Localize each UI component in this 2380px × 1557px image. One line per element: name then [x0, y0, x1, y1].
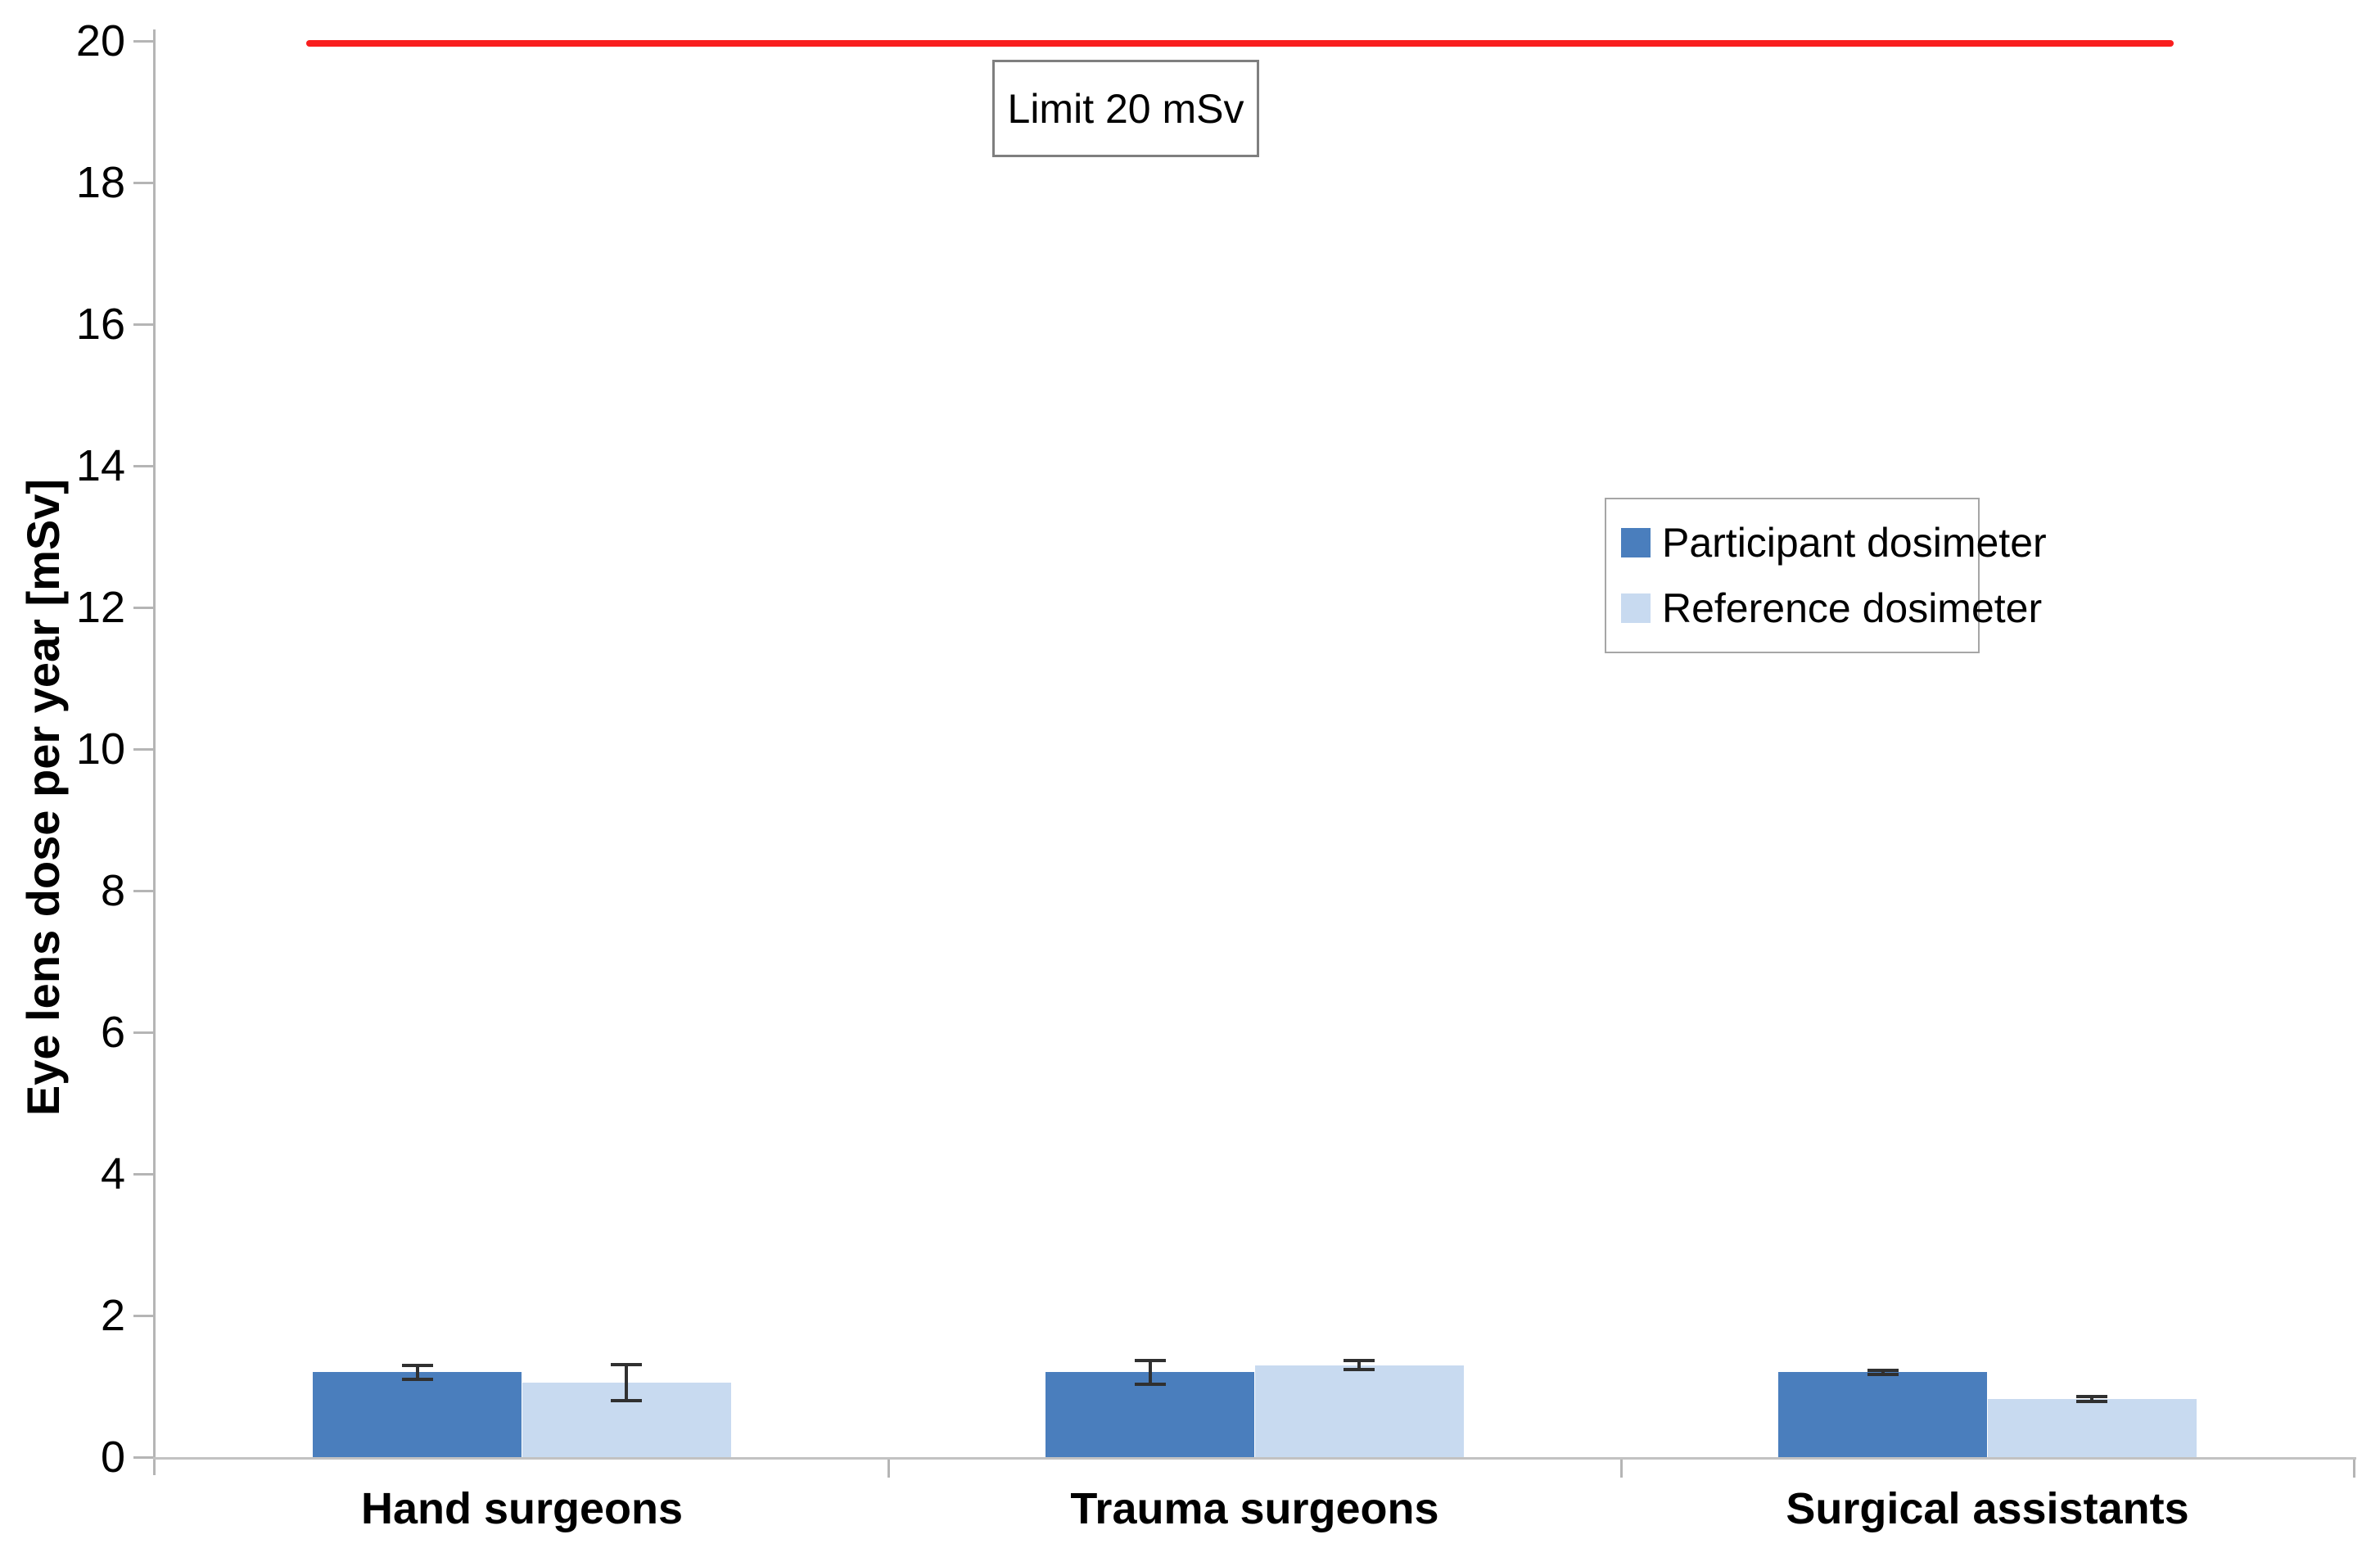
- legend-row-participant: Participant dosimeter: [1621, 519, 2047, 566]
- y-axis-tick-label: 0: [100, 1433, 125, 1482]
- legend-label-participant: Participant dosimeter: [1662, 520, 2047, 566]
- plot-area: 0 2 4 6 8 10 12 14 16 18 20: [76, 16, 2356, 1482]
- legend-swatch-reference: [1621, 593, 1651, 623]
- y-axis-tick: [133, 464, 153, 467]
- y-axis-tick-label: 6: [100, 1008, 125, 1057]
- error-bar-part: [1867, 1368, 1899, 1372]
- y-axis-tick: [133, 889, 153, 892]
- y-axis-line: [153, 29, 156, 1475]
- legend-label-reference: Reference dosimeter: [1662, 585, 2043, 631]
- error-bar-part: [1134, 1358, 1166, 1362]
- error-bar: [401, 1363, 433, 1381]
- y-axis-tick-label: 14: [75, 441, 125, 490]
- x-axis-tick: [887, 1460, 890, 1478]
- limit-annotation-label: Limit 20 mSv: [1007, 85, 1244, 132]
- error-bar-part: [1881, 1368, 1885, 1376]
- y-axis-tick: [133, 606, 153, 609]
- error-bar: [1867, 1368, 1899, 1376]
- y-axis-tick-label: 4: [100, 1149, 125, 1198]
- y-axis-tick-label: 12: [75, 583, 125, 632]
- y-axis-tick: [133, 323, 153, 326]
- error-bar-part: [611, 1399, 643, 1403]
- y-axis-tick: [133, 747, 153, 751]
- y-axis-tick: [133, 1455, 153, 1459]
- y-axis-tick-label: 18: [75, 158, 125, 207]
- error-bar-part: [611, 1362, 643, 1366]
- error-bar-part: [1344, 1368, 1375, 1372]
- y-axis-tick-label: 2: [100, 1291, 125, 1340]
- error-bar-part: [2076, 1394, 2108, 1398]
- y-axis-tick: [133, 1172, 153, 1176]
- y-axis-tick-label: 16: [75, 300, 125, 349]
- y-axis-tick: [133, 1031, 153, 1034]
- bar-reference-dosimeter-3: [1987, 1399, 2197, 1457]
- y-axis-tick: [133, 181, 153, 184]
- error-bar-part: [1134, 1382, 1166, 1386]
- bar-reference-dosimeter-2: [1254, 1365, 1465, 1457]
- category-label-hand-surgeons: Hand surgeons: [360, 1484, 684, 1533]
- error-bar-part: [1344, 1358, 1375, 1362]
- error-bar-part: [401, 1363, 433, 1367]
- y-axis-tick-label: 8: [100, 866, 125, 915]
- error-bar-part: [415, 1363, 419, 1381]
- x-axis-line: [153, 1457, 2356, 1460]
- category-label-surgical-assistants: Surgical assistants: [1786, 1484, 2189, 1533]
- y-axis-tick-label: 10: [75, 724, 125, 774]
- error-bar: [1344, 1358, 1375, 1372]
- limit-line: [305, 40, 2175, 47]
- error-bar: [1134, 1358, 1166, 1386]
- category-label-trauma-surgeons: Trauma surgeons: [1070, 1484, 1439, 1533]
- y-axis-tick: [133, 1314, 153, 1317]
- x-axis-category-labels: Hand surgeons Trauma surgeons Surgical a…: [156, 1483, 2354, 1534]
- y-axis-tick-label: 20: [75, 16, 125, 65]
- bar-participant-dosimeter-1: [312, 1372, 522, 1457]
- legend-swatch-participant: [1621, 528, 1651, 557]
- y-axis-tick: [133, 39, 153, 43]
- bar-participant-dosimeter-3: [1777, 1372, 1988, 1457]
- error-bar: [611, 1362, 643, 1403]
- error-bar-part: [1357, 1358, 1362, 1372]
- legend: Participant dosimeter Reference dosimete…: [1605, 498, 2047, 653]
- error-bar-part: [2076, 1400, 2108, 1404]
- legend-row-reference: Reference dosimeter: [1621, 584, 2042, 632]
- x-axis-tick: [1619, 1460, 1623, 1478]
- limit-annotation-box: Limit 20 mSv: [992, 60, 1259, 157]
- error-bar-part: [1148, 1358, 1152, 1386]
- error-bar-part: [2090, 1394, 2094, 1404]
- error-bar-part: [625, 1362, 629, 1403]
- error-bar-part: [401, 1377, 433, 1381]
- bar-participant-dosimeter-2: [1045, 1372, 1255, 1457]
- x-axis-tick: [2352, 1460, 2355, 1478]
- error-bar-part: [1867, 1372, 1899, 1376]
- error-bar: [2076, 1394, 2108, 1404]
